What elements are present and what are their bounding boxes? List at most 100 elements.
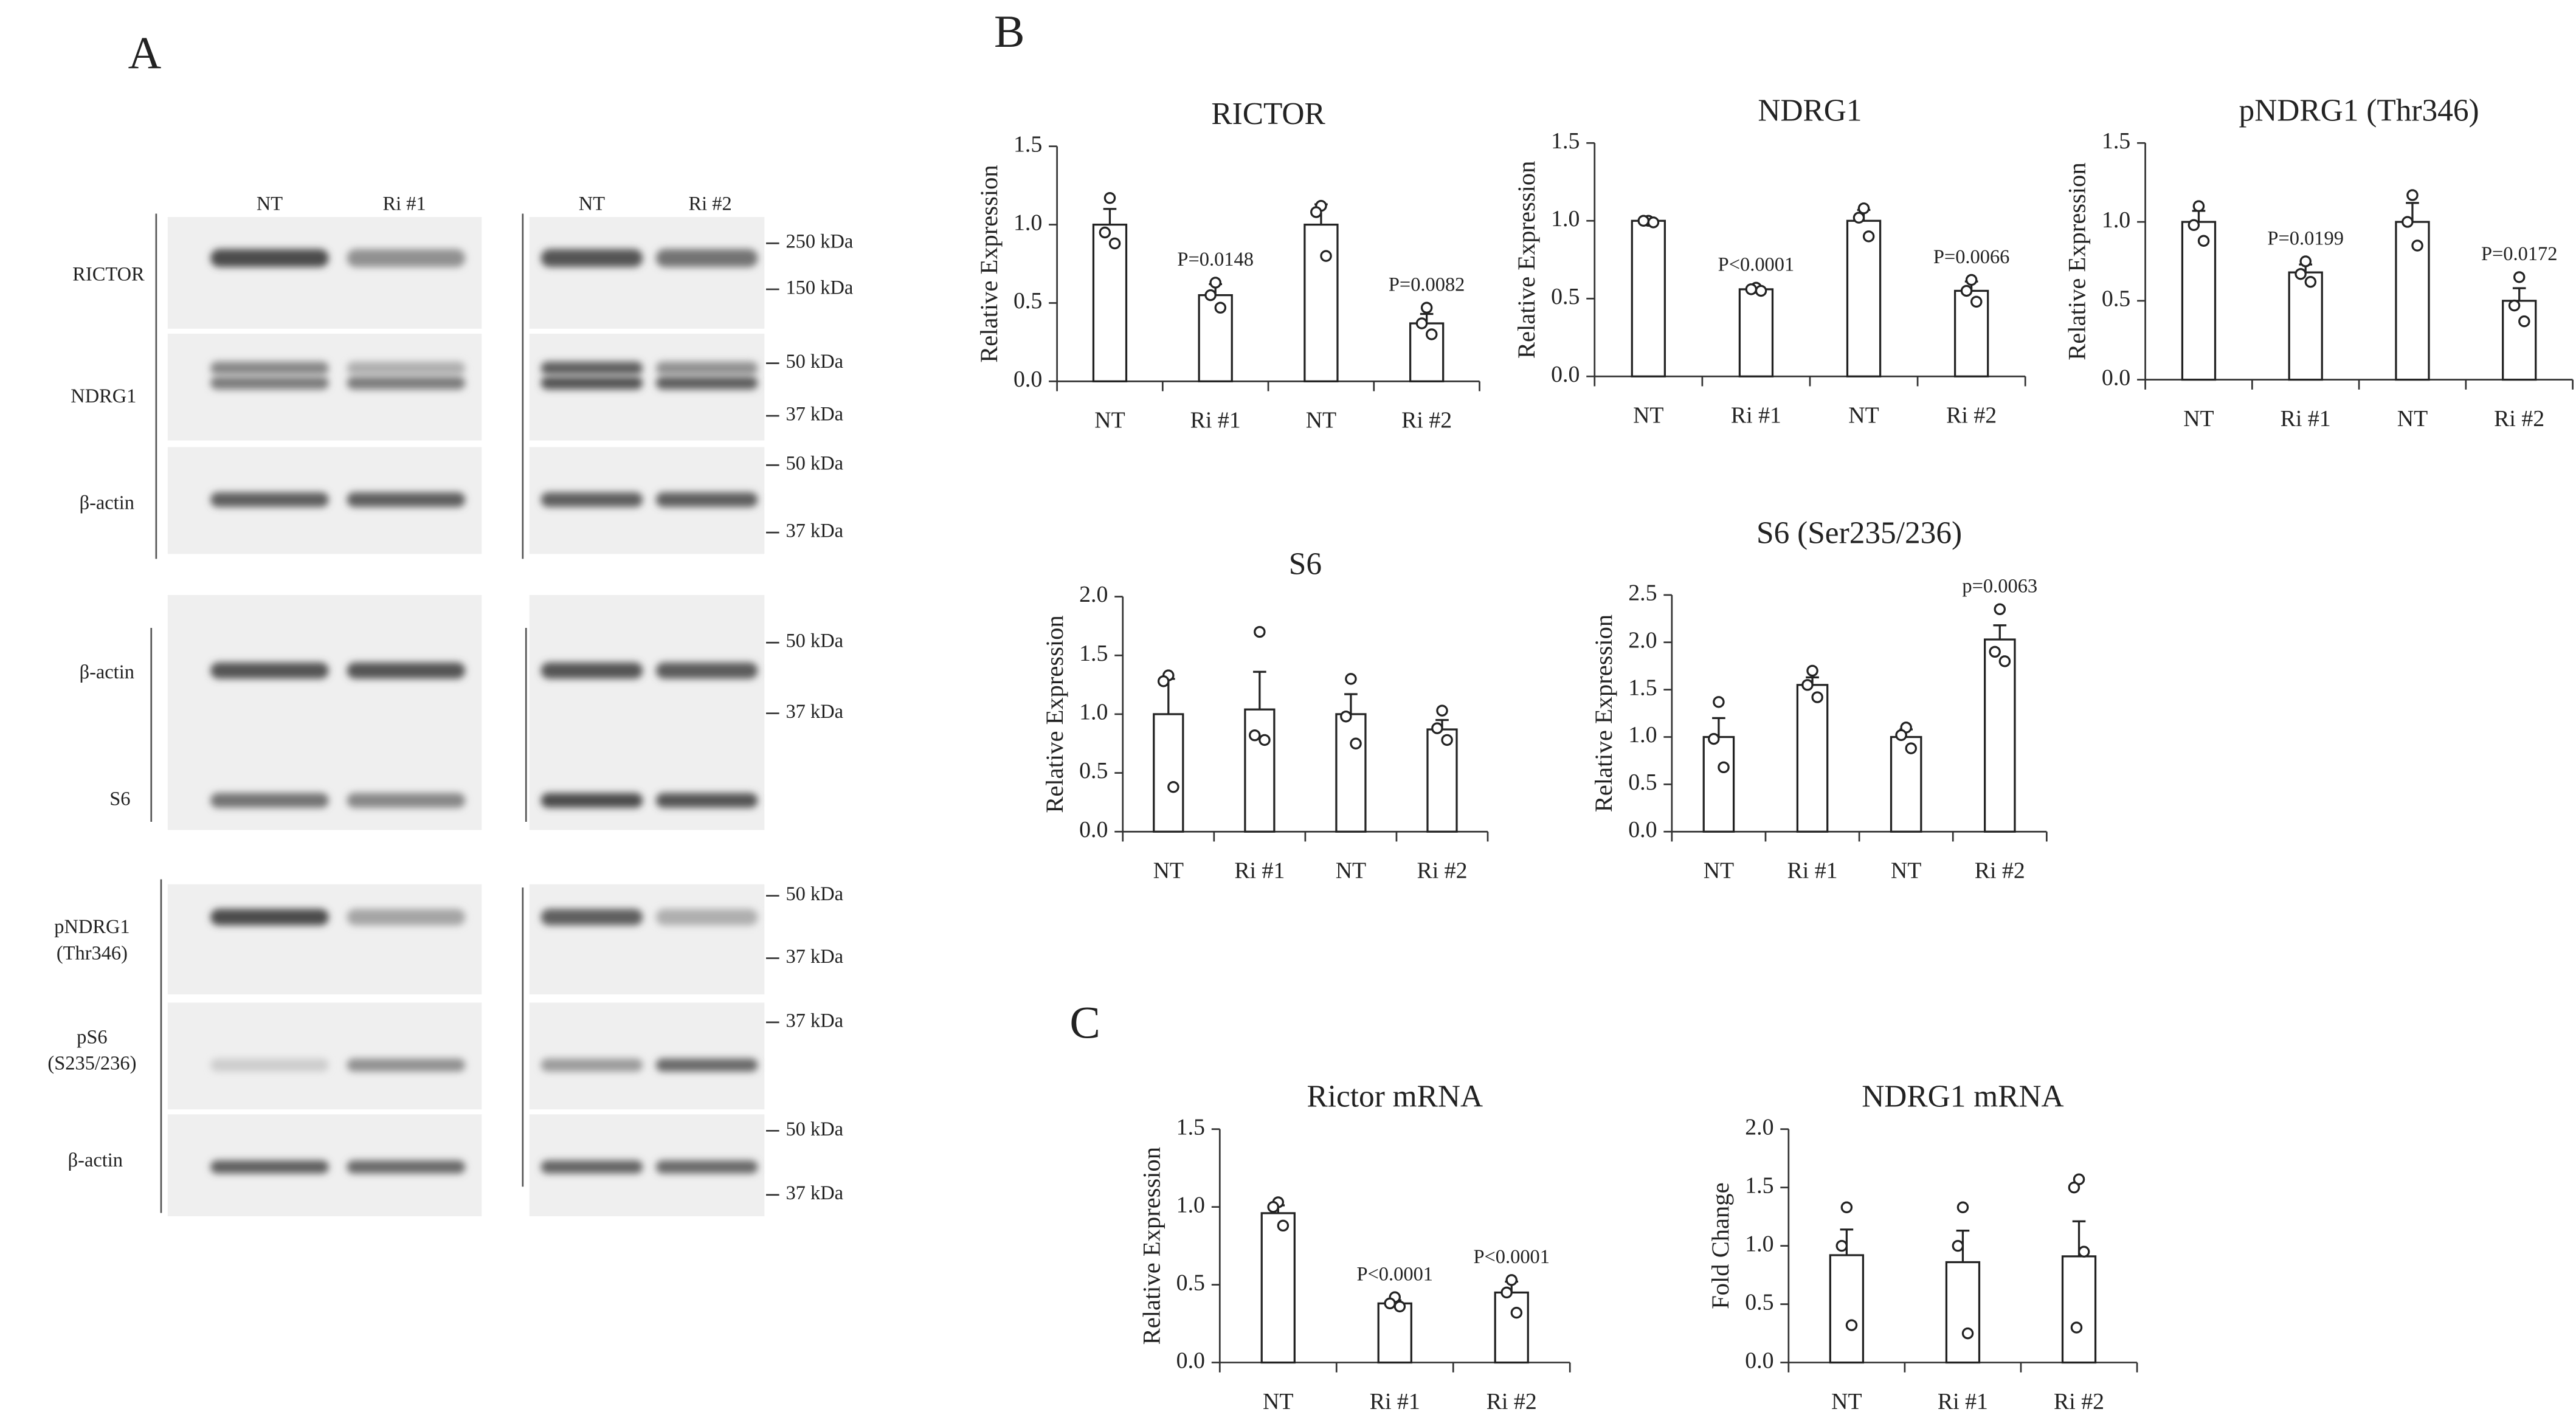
x-tick-label: Ri #2 [1487,1389,1537,1414]
blot-band [347,376,466,390]
p-value: P<0.0001 [1473,1246,1550,1268]
data-point [1994,603,2006,615]
y-tick-label: 0.0 [1628,817,1657,842]
y-tick-label: 1.0 [1745,1231,1773,1256]
data-point [1209,277,1221,289]
data-point [1905,742,1918,754]
data-point [1840,1201,1853,1213]
blot-band [655,793,758,808]
marker-label: 50 kDa [786,883,843,905]
x-tick-label: Ri #2 [2054,1389,2104,1414]
row-label: (Thr346) [57,942,128,964]
data-point [1647,216,1660,229]
data-point [2295,268,2307,280]
data-point [1108,237,1121,250]
y-axis-label: Relative Expression [2063,162,2091,360]
blot-band [540,249,643,267]
marker-label: 37 kDa [786,1182,843,1204]
lane-label: NT [257,193,283,215]
y-tick-label: 0.0 [1079,817,1108,842]
bar [1244,708,1276,833]
p-value: P=0.0066 [1933,246,2010,268]
y-tick-label: 2.0 [1745,1114,1773,1140]
data-point [1998,655,2011,667]
bar [1092,223,1128,382]
row-label: β-actin [80,661,134,683]
data-point [1345,673,1357,685]
blot-band [210,1058,329,1072]
data-point [2077,1245,2090,1258]
x-tick-label: Ri #2 [1975,858,2025,884]
data-point [1103,192,1116,204]
p-value: P<0.0001 [1356,1263,1433,1285]
data-point [1249,729,1261,742]
y-tick-label: 2.0 [1628,627,1657,653]
chart-title: NDRG1 mRNA [1862,1080,2063,1114]
data-point [2197,235,2210,247]
marker-label: 50 kDa [786,1118,843,1140]
x-tick-label: Ri #2 [1417,858,1467,884]
row-label: pNDRG1 [54,916,129,938]
x-tick-label: NT [2183,406,2214,432]
data-point [1853,212,1865,224]
x-tick-label: NT [1848,403,1879,429]
data-point [1214,301,1227,314]
chart-title: RICTOR [1211,97,1325,131]
y-tick-label: 0.0 [1176,1348,1205,1373]
bar [1260,1212,1296,1364]
bar [2061,1255,2097,1364]
data-point [1960,284,1973,297]
y-tick-label: 0.5 [1176,1270,1205,1295]
data-point [2411,239,2423,252]
marker-label: 50 kDa [786,630,843,652]
blot-band [540,492,643,508]
data-point [1204,289,1217,301]
blot-background [167,1002,482,1110]
y-tick-label: 0.5 [1013,288,1042,314]
blot-band [347,909,466,926]
data-point [1254,625,1266,638]
data-point [2068,1181,2080,1194]
blot-background [529,1002,765,1110]
x-tick-label: NT [1633,403,1663,429]
y-axis-label: Relative Expression [1138,1147,1165,1345]
y-tick-label: 0.5 [1745,1289,1773,1315]
y-tick-label: 2.5 [1628,580,1657,606]
panel-letter: B [994,7,1024,57]
marker-label: 250 kDa [786,231,853,253]
blot-band [210,361,329,375]
panel-letter: C [1069,997,1100,1048]
data-point [2402,216,2414,228]
p-value: p=0.0063 [1962,576,2037,598]
y-tick-label: 0.0 [1013,367,1042,392]
data-point [1277,1219,1290,1232]
blot-band [210,909,329,926]
x-tick-label: NT [1306,408,1336,433]
bar [1796,684,1829,833]
blot-band [347,793,466,808]
bar [1377,1302,1412,1364]
marker-label: 37 kDa [786,701,843,723]
bar [1426,728,1458,833]
bar [1945,1261,1981,1364]
blot-band [655,662,758,679]
p-value: P=0.0148 [1177,249,1254,270]
marker-label: 37 kDa [786,1010,843,1032]
x-tick-label: NT [1094,408,1125,433]
row-label: NDRG1 [71,385,136,407]
x-tick-label: NT [1831,1389,1862,1414]
blot-band [210,793,329,808]
data-point [1637,215,1649,227]
chart-title: Rictor mRNA [1307,1080,1483,1114]
data-point [2518,315,2530,328]
y-axis-label: Relative Expression [1041,615,1068,813]
data-point [1436,704,1448,717]
data-point [1755,284,1767,297]
blot-background [167,594,482,830]
x-tick-label: Ri #1 [1938,1389,1988,1414]
blot-background [529,594,765,830]
bar [1153,713,1184,833]
marker-label: 37 kDa [786,404,843,425]
blot-band [655,1058,758,1072]
